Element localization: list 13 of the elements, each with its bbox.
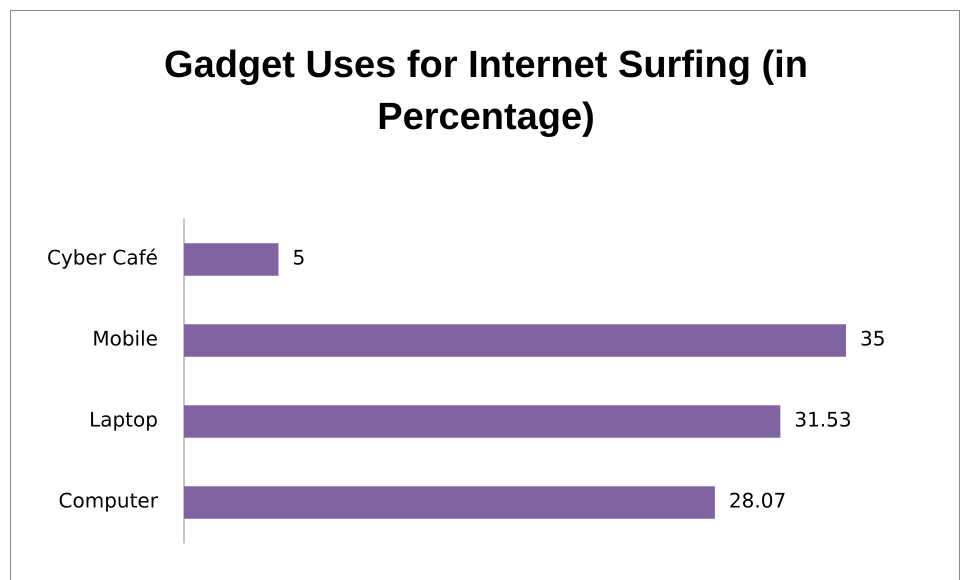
chart-title: Gadget Uses for Internet Surfing (in Percentage): [163, 43, 809, 140]
bar: [184, 405, 780, 438]
y-tick-label: Computer: [58, 488, 159, 513]
data-label: 28.07: [728, 488, 786, 513]
y-tick-label: Laptop: [89, 408, 158, 432]
data-label: 31.53: [794, 408, 852, 432]
bar: [184, 324, 846, 357]
data-label: 5: [292, 246, 306, 270]
bar: [184, 486, 715, 519]
y-tick-label: Mobile: [92, 326, 158, 351]
y-tick-label: Cyber Café: [46, 246, 158, 270]
bar: [184, 243, 279, 276]
data-label: 35: [860, 326, 886, 351]
